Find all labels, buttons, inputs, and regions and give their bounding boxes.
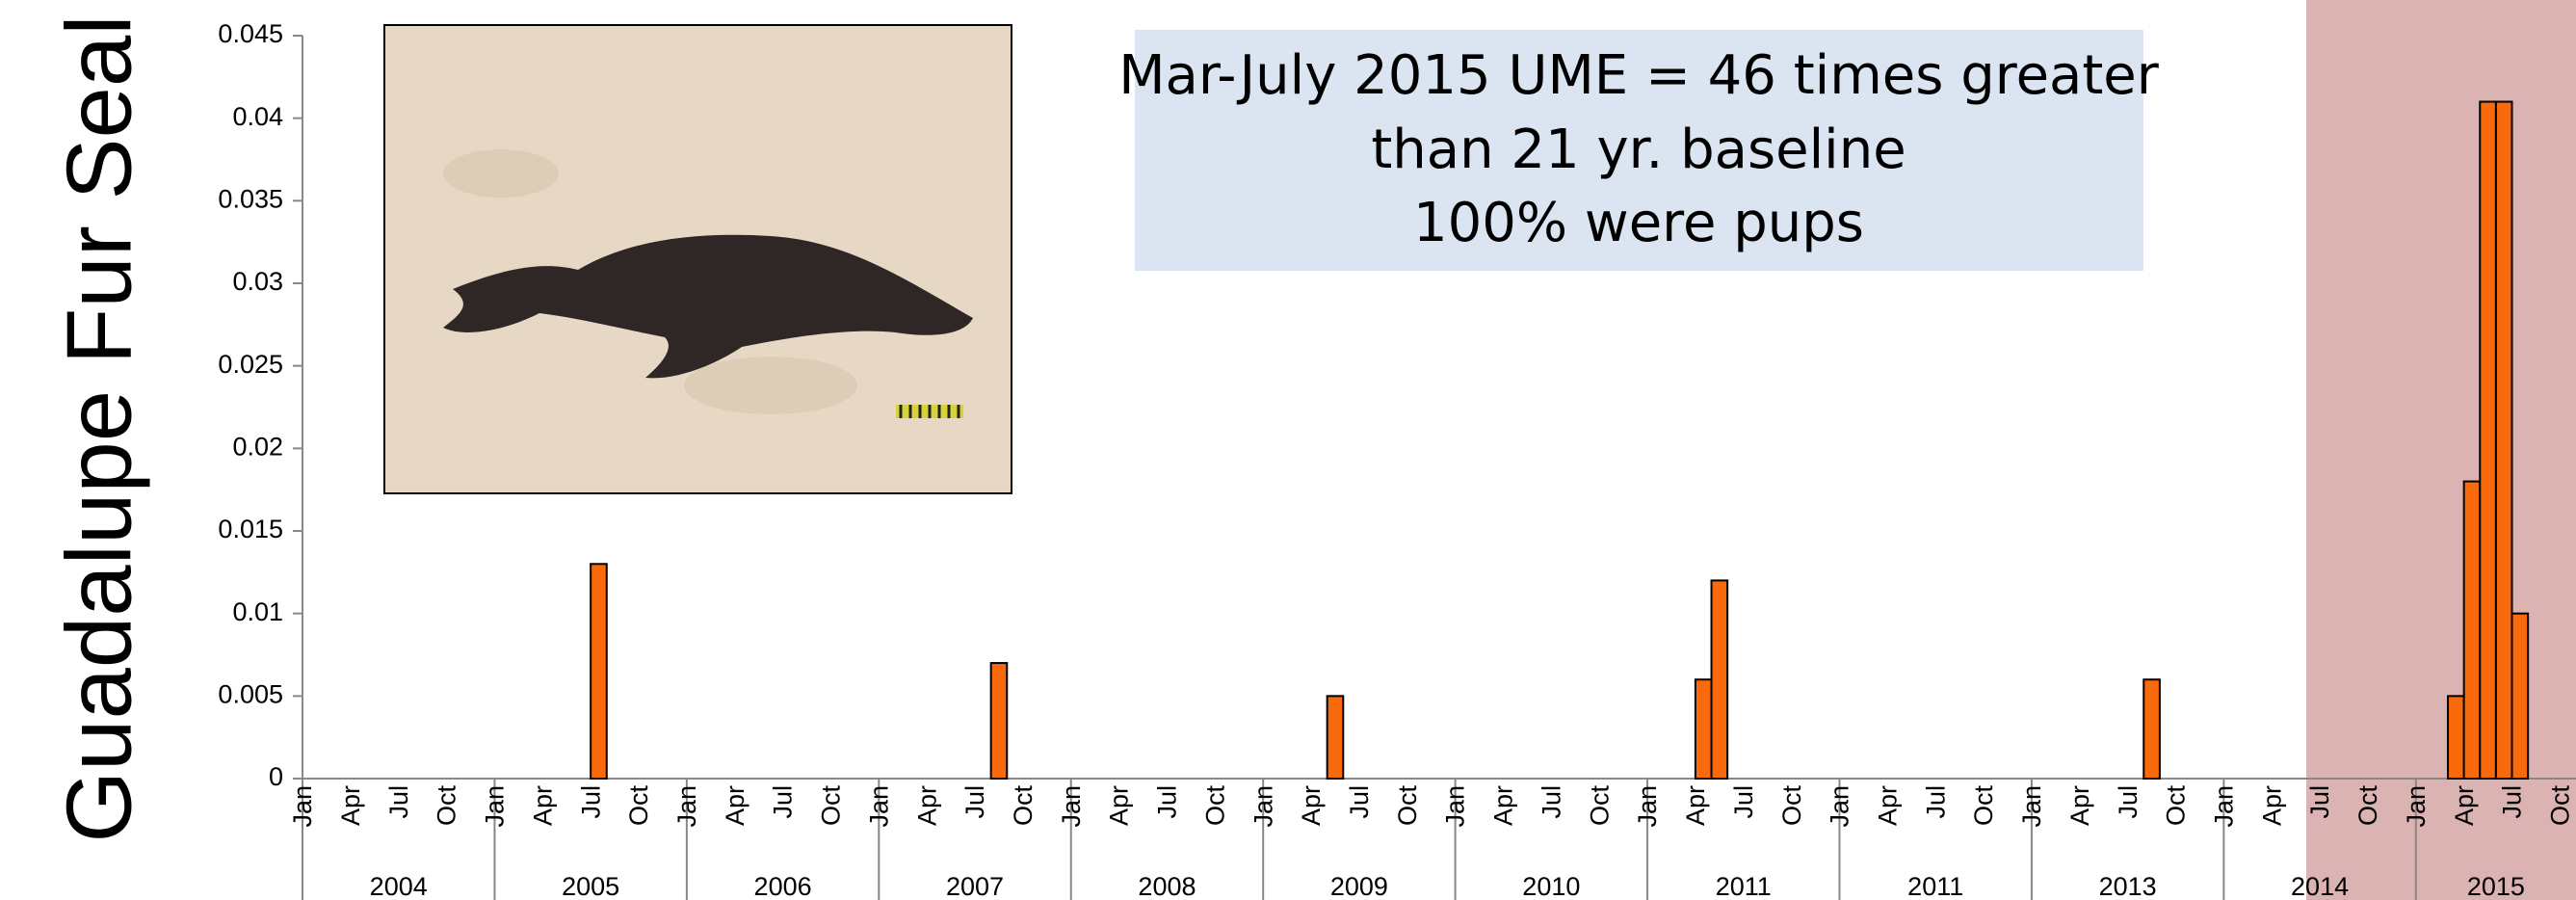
- y-tick-label: 0.01: [232, 597, 283, 626]
- x-tick-label: Oct: [1585, 785, 1614, 827]
- x-tick-label: Oct: [1009, 785, 1038, 827]
- x-tick-label: Oct: [2546, 785, 2575, 827]
- x-tick-label: Jul: [1729, 785, 1758, 819]
- bar: [1694, 678, 1713, 781]
- x-tick-label: Apr: [336, 785, 365, 826]
- year-label: 2010: [1522, 872, 1580, 900]
- x-tick-label: Jan: [1826, 785, 1854, 828]
- bar: [2479, 100, 2497, 781]
- x-tick-label: Oct: [2162, 785, 2191, 827]
- x-tick-label: Oct: [1777, 785, 1806, 827]
- annotation: than 21 yr. baseline: [1371, 119, 1906, 181]
- x-tick-label: Jul: [1345, 785, 1374, 819]
- year-label: 2015: [2467, 872, 2525, 900]
- x-tick-label: Jan: [2402, 785, 2431, 828]
- y-tick-label: 0.005: [218, 679, 283, 708]
- x-tick-label: Jan: [672, 785, 701, 828]
- y-tick-label: 0.03: [232, 267, 283, 296]
- x-tick-label: Oct: [1200, 785, 1229, 827]
- annotation: Mar-July 2015 UME = 46 times greater: [1118, 44, 2160, 107]
- x-tick-label: Jan: [1633, 785, 1662, 828]
- bar: [1326, 695, 1345, 780]
- x-tick-label: Apr: [1489, 785, 1518, 826]
- photo: [383, 24, 1012, 494]
- annotation-box: [1135, 30, 2143, 271]
- bar: [989, 662, 1009, 780]
- x-tick-label: Oct: [817, 785, 846, 827]
- bar: [2462, 480, 2482, 780]
- x-tick-label: Apr: [528, 785, 557, 826]
- x-tick-label: Jan: [1441, 785, 1470, 828]
- x-tick-label: Apr: [2257, 785, 2286, 826]
- x-tick-label: Jul: [2498, 785, 2527, 819]
- x-tick-label: Apr: [1105, 785, 1134, 826]
- highlight-period: [2306, 0, 2576, 900]
- x-tick-label: Apr: [2450, 785, 2479, 826]
- x-tick-label: Apr: [721, 785, 749, 826]
- x-tick-label: Jul: [2114, 785, 2142, 819]
- x-tick-label: Jul: [1921, 785, 1950, 819]
- x-tick-label: Oct: [2353, 785, 2382, 827]
- bar: [2510, 612, 2530, 781]
- x-tick-label: Jan: [2209, 785, 2238, 828]
- y-tick-label: 0.045: [218, 19, 283, 48]
- y-tick-label: 0: [269, 762, 283, 791]
- x-tick-label: Jan: [2017, 785, 2046, 828]
- x-tick-label: Jul: [960, 785, 989, 819]
- x-tick-label: Jan: [864, 785, 893, 828]
- year-label: 2011: [1907, 872, 1963, 900]
- year-label: 2008: [1138, 872, 1196, 900]
- x-tick-label: Jul: [769, 785, 798, 819]
- x-tick-label: Jul: [1537, 785, 1565, 819]
- bar: [2494, 100, 2513, 781]
- bar: [1710, 579, 1729, 781]
- y-tick-label: 0.04: [232, 102, 283, 131]
- year-label: 2004: [370, 872, 428, 900]
- x-tick-label: Oct: [1969, 785, 1998, 827]
- annotation: 100% were pups: [1413, 192, 1864, 254]
- bar: [2142, 678, 2161, 781]
- x-tick-label: Apr: [1873, 785, 1902, 826]
- bar: [2447, 695, 2465, 780]
- x-tick-label: Oct: [1393, 785, 1422, 827]
- year-label: 2007: [946, 872, 1004, 900]
- x-tick-label: Jan: [1249, 785, 1277, 828]
- y-axis-title: Guadalupe Fur Seal: [47, 14, 150, 842]
- year-label: 2013: [2099, 872, 2157, 900]
- y-tick-label: 0.02: [232, 432, 283, 461]
- y-tick-label: 0.015: [218, 515, 283, 543]
- year-label: 2014: [2291, 872, 2349, 900]
- x-tick-label: Jul: [1153, 785, 1182, 819]
- x-tick-label: Jul: [384, 785, 413, 819]
- x-tick-label: Apr: [912, 785, 941, 826]
- x-tick-label: Apr: [1297, 785, 1326, 826]
- year-label: 2011: [1716, 872, 1772, 900]
- x-tick-label: Jan: [288, 785, 317, 828]
- x-tick-label: Apr: [1681, 785, 1710, 826]
- x-tick-label: Jan: [481, 785, 510, 828]
- x-tick-label: Jan: [1057, 785, 1086, 828]
- x-tick-label: Jul: [576, 785, 605, 819]
- y-tick-label: 0.025: [218, 350, 283, 379]
- year-label: 2005: [562, 872, 619, 900]
- x-tick-label: Oct: [624, 785, 653, 827]
- y-tick-label: 0.035: [218, 184, 283, 213]
- x-tick-label: Oct: [433, 785, 461, 827]
- x-tick-label: Apr: [2065, 785, 2094, 826]
- x-tick-label: Jul: [2305, 785, 2334, 819]
- year-label: 2006: [754, 872, 812, 900]
- bar: [590, 563, 608, 780]
- year-label: 2009: [1330, 872, 1388, 900]
